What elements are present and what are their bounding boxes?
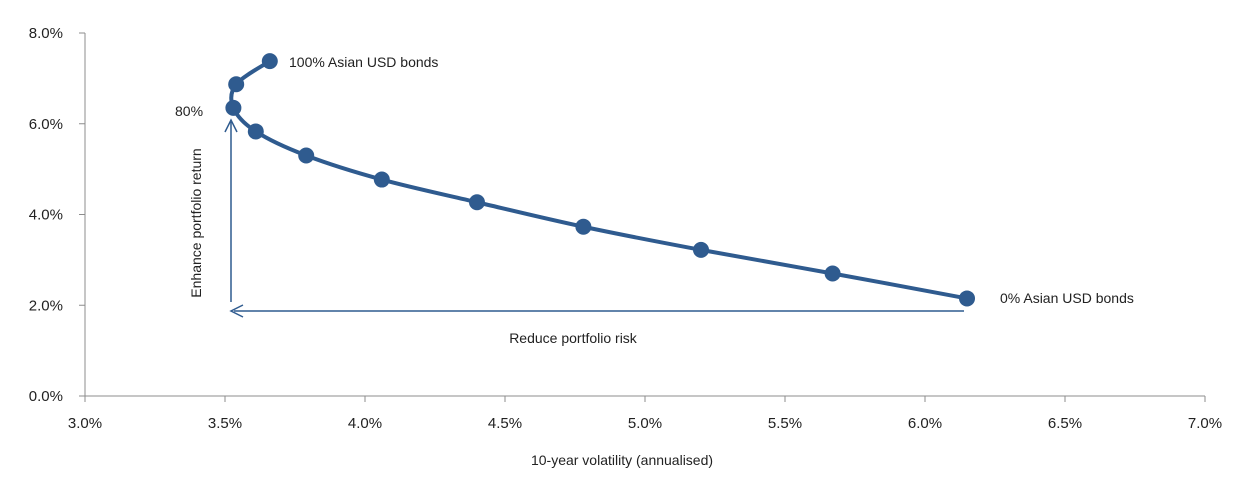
reduce-risk-label: Reduce portfolio risk [509, 330, 638, 346]
arrows [224, 118, 964, 318]
x-axis-ticks: 3.0% 3.5% 4.0% 4.5% 5.0% 5.5% 6.0% 6.5% 7.0% [68, 396, 1222, 432]
frontier-point-1 [824, 265, 841, 282]
x-axis-title: 10-year volatility (annualised) [531, 452, 713, 468]
frontier-point-4 [469, 194, 485, 211]
frontier-point-0 [959, 290, 975, 307]
x-tick-label: 4.5% [488, 415, 522, 432]
x-tick-label: 4.0% [348, 415, 382, 432]
risk-arrow-head [229, 304, 244, 318]
frontier-point-2 [693, 241, 709, 258]
x-tick-label: 5.5% [768, 415, 802, 432]
x-tick-label: 6.0% [908, 415, 942, 432]
frontier-point-9 [228, 76, 245, 93]
x-tick-label: 6.5% [1048, 415, 1082, 432]
top-point-label: 100% Asian USD bonds [289, 54, 438, 70]
frontier-point-5 [373, 171, 390, 188]
frontier-point-6 [298, 147, 315, 164]
y-tick-label: 0.0% [29, 388, 63, 405]
frontier-point-3 [575, 218, 592, 235]
y-tick-label: 8.0% [29, 25, 63, 42]
frontier-point-7 [247, 123, 264, 140]
frontier-point-10 [261, 53, 278, 70]
frontier-line [229, 59, 969, 301]
x-tick-label: 7.0% [1188, 415, 1222, 432]
y-tick-label: 2.0% [29, 297, 63, 314]
y-tick-label: 4.0% [29, 207, 63, 224]
enhance-return-label: Enhance portfolio return [188, 148, 204, 297]
frontier-point-8 [225, 99, 242, 116]
y-tick-label: 6.0% [29, 116, 63, 133]
x-tick-label: 5.0% [628, 415, 662, 432]
eighty-percent-label: 80% [175, 103, 203, 119]
x-tick-label: 3.0% [68, 415, 102, 432]
y-axis-ticks: 0.0% 2.0% 4.0% 6.0% 8.0% [29, 25, 85, 405]
bottom-point-label: 0% Asian USD bonds [1000, 290, 1134, 306]
x-tick-label: 3.5% [208, 415, 242, 432]
return-arrow-head [224, 118, 238, 133]
frontier-points [225, 53, 975, 307]
